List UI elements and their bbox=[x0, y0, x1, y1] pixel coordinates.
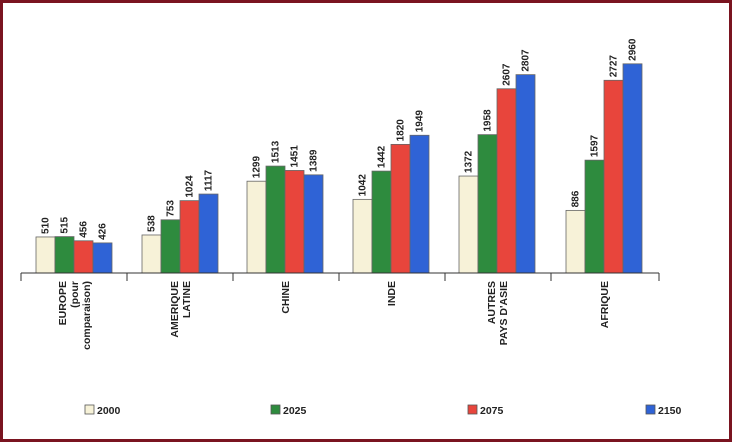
value-label: 1958 bbox=[483, 109, 494, 132]
bar-2150-cat2 bbox=[303, 174, 324, 274]
legend-label-2025: 2025 bbox=[283, 405, 307, 417]
category-label: AFRIQUE bbox=[599, 281, 611, 328]
category-label: AUTRES bbox=[486, 281, 498, 324]
legend-swatch-2150 bbox=[645, 404, 656, 415]
value-label: 1024 bbox=[185, 175, 196, 198]
value-label: 1949 bbox=[415, 110, 426, 133]
bar-2075-cat5 bbox=[603, 79, 624, 274]
value-label: 1820 bbox=[396, 119, 407, 142]
value-labels-layer: 510 515 456 426 538 753 1024 1117 1299 1513 1451 13… bbox=[41, 38, 639, 240]
category-label: EUROPE bbox=[57, 281, 69, 325]
value-label: 2607 bbox=[502, 63, 513, 86]
bar-2150-cat1 bbox=[198, 193, 219, 274]
value-label: 1042 bbox=[358, 174, 369, 197]
bar-2000-cat0 bbox=[35, 236, 56, 274]
category-label: AMERIQUE bbox=[169, 281, 181, 338]
bar-2025-cat4 bbox=[477, 134, 498, 274]
bar-2150-cat3 bbox=[409, 134, 430, 274]
value-label: 2727 bbox=[609, 55, 620, 78]
value-label: 1513 bbox=[271, 140, 282, 163]
legend-label-2150: 2150 bbox=[658, 405, 682, 417]
value-label: 510 bbox=[41, 217, 52, 234]
value-label: 753 bbox=[166, 200, 177, 217]
category-label: INDE bbox=[386, 281, 398, 306]
bar-2000-cat3 bbox=[352, 198, 373, 274]
value-label: 515 bbox=[60, 216, 71, 233]
bar-2075-cat4 bbox=[496, 88, 517, 274]
bar-2075-cat0 bbox=[73, 240, 94, 274]
legend-swatch-2025 bbox=[270, 404, 281, 415]
value-label: 1451 bbox=[290, 145, 301, 168]
value-label: 886 bbox=[571, 190, 582, 207]
legend: 2000 2025 2075 2150 bbox=[84, 404, 682, 417]
bar-2000-cat2 bbox=[246, 180, 267, 274]
legend-label-2075: 2075 bbox=[480, 405, 504, 417]
value-label: 538 bbox=[147, 215, 158, 232]
value-label: 1442 bbox=[377, 145, 388, 168]
value-label: 1299 bbox=[252, 156, 263, 179]
category-label: (pour bbox=[69, 281, 81, 308]
bar-2000-cat4 bbox=[458, 175, 479, 274]
bar-2025-cat0 bbox=[54, 236, 75, 274]
bar-2025-cat1 bbox=[160, 219, 181, 274]
value-label: 1389 bbox=[309, 149, 320, 172]
bar-2000-cat1 bbox=[141, 234, 162, 274]
value-label: 426 bbox=[98, 223, 109, 240]
bar-2025-cat3 bbox=[371, 170, 392, 274]
category-label: LATINE bbox=[181, 281, 193, 318]
legend-swatch-2075 bbox=[467, 404, 478, 415]
value-label: 456 bbox=[79, 221, 90, 238]
category-labels-layer: EUROPE (pour comparaison) AMERIQUE LATINE CHI… bbox=[57, 281, 611, 350]
category-label: CHINE bbox=[280, 281, 292, 314]
bar-2025-cat5 bbox=[584, 159, 605, 274]
bar-2075-cat2 bbox=[284, 170, 305, 274]
value-label: 1117 bbox=[204, 169, 215, 191]
bar-2000-cat5 bbox=[565, 209, 586, 274]
value-label: 1597 bbox=[590, 134, 601, 157]
bar-2075-cat3 bbox=[390, 143, 411, 274]
value-label: 2960 bbox=[628, 38, 639, 61]
bar-2075-cat1 bbox=[179, 200, 200, 274]
category-label: PAYS D'ASIE bbox=[498, 281, 510, 345]
value-label: 2807 bbox=[521, 49, 532, 72]
bar-2150-cat4 bbox=[515, 74, 536, 274]
population-bar-chart: 510 515 456 426 538 753 1024 1117 1299 1513 1451 13… bbox=[20, 38, 682, 417]
category-label: comparaison) bbox=[81, 281, 93, 350]
bar-2150-cat0 bbox=[92, 242, 113, 274]
bars-layer bbox=[35, 63, 643, 274]
legend-label-2000: 2000 bbox=[97, 405, 121, 417]
bar-2150-cat5 bbox=[622, 63, 643, 274]
legend-swatch-2000 bbox=[84, 404, 95, 415]
value-label: 1372 bbox=[464, 150, 475, 173]
x-axis bbox=[20, 272, 660, 281]
bar-2025-cat2 bbox=[265, 165, 286, 274]
